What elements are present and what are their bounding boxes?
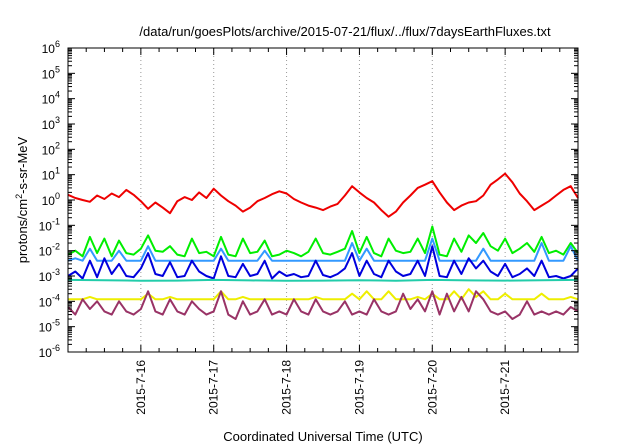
series-line-2 xyxy=(67,237,579,262)
y-tick-label: 102 xyxy=(42,140,60,157)
y-tick-label: 103 xyxy=(42,115,60,132)
y-tick-label: 10-6 xyxy=(39,343,60,360)
x-tick-label: 2015-7-19 xyxy=(352,360,366,415)
series-line-3 xyxy=(67,245,579,280)
x-tick-label: 2015-7-18 xyxy=(280,360,294,415)
y-tick-label: 10-5 xyxy=(39,318,60,335)
y-tick-label: 10-1 xyxy=(39,216,60,233)
y-axis-label-base: protons/cm xyxy=(15,199,30,263)
x-tick-label: 2015-7-17 xyxy=(207,360,221,415)
plot-frame xyxy=(67,47,579,353)
x-axis-label: Coordinated Universal Time (UTC) xyxy=(223,429,422,444)
chart-title: /data/run/goesPlots/archive/2015-07-21/f… xyxy=(139,24,551,39)
series-line-4 xyxy=(67,278,579,282)
y-tick-labels: 10-6 10-5 10-4 10-3 10-2 10-1 100 101 102 103 104 1… xyxy=(39,39,60,360)
y-tick-label: 10-3 xyxy=(39,267,60,284)
series-group xyxy=(67,172,579,320)
y-tick-label: 104 xyxy=(42,90,60,107)
series-line-6 xyxy=(67,290,579,320)
y-axis-label: protons/cm2-s-sr-MeV xyxy=(14,136,30,263)
series-line-1 xyxy=(67,225,579,258)
series-line-0 xyxy=(67,172,579,218)
y-tick-label: 10-4 xyxy=(39,292,60,309)
y-axis-label-rest: -s-sr-MeV xyxy=(15,136,30,193)
x-tick-labels: 2015-7-16 2015-7-17 2015-7-18 2015-7-19 2015… xyxy=(134,360,512,415)
y-tick-label: 105 xyxy=(42,64,60,81)
series-line-5 xyxy=(68,288,579,301)
y-tick-label: 10-2 xyxy=(39,242,60,259)
x-tick-label: 2015-7-16 xyxy=(134,360,148,415)
x-tick-label: 2015-7-21 xyxy=(498,360,512,415)
y-tick-label: 101 xyxy=(42,166,60,183)
y-tick-label: 100 xyxy=(42,191,60,208)
y-axis-label-sup: 2 xyxy=(14,194,24,199)
x-tick-label: 2015-7-20 xyxy=(425,360,439,415)
axes xyxy=(67,47,579,353)
y-tick-label: 106 xyxy=(42,39,60,56)
